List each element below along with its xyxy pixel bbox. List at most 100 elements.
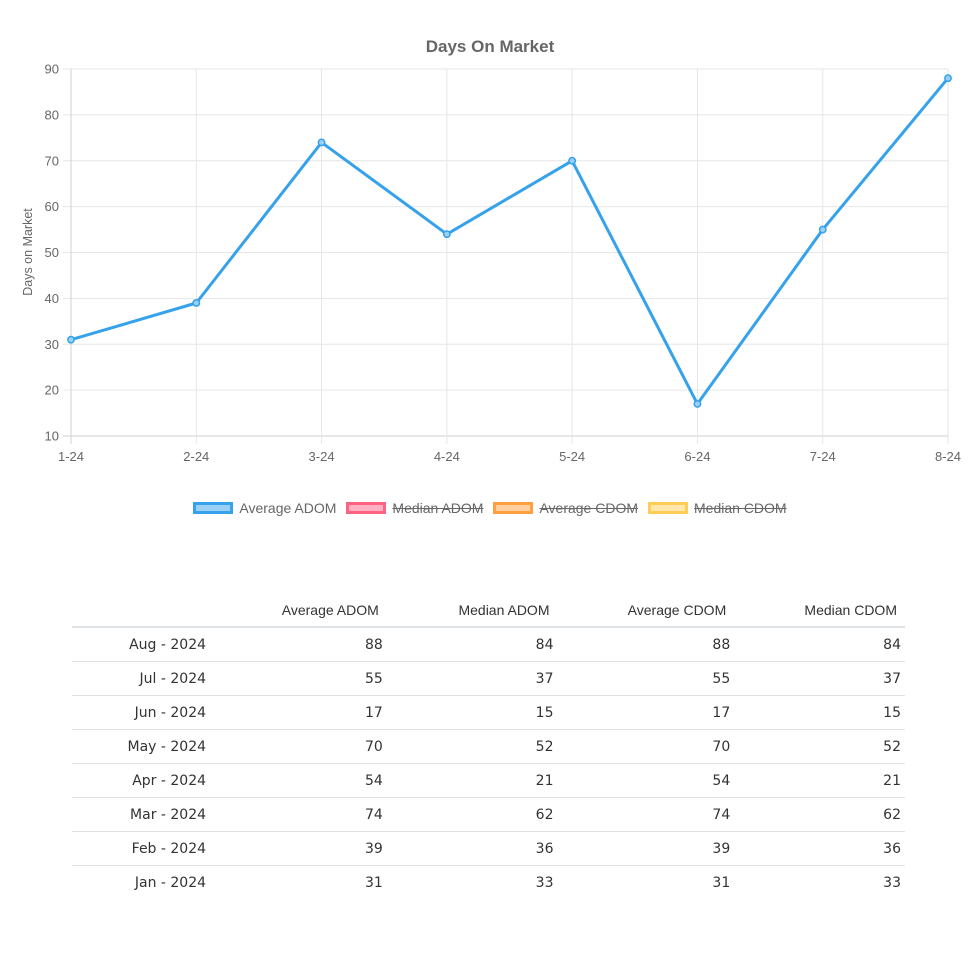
legend-label: Average ADOM [239,500,337,516]
y-tick-label: 40 [45,291,59,306]
data-point[interactable] [944,74,952,83]
table-header-median-adom[interactable]: Median ADOM [386,594,558,628]
table-row: Jan - 2024 31 33 31 33 [72,866,905,900]
x-tick-label: 6-24 [684,449,710,464]
data-table: Average ADOM Median ADOM Average CDOM Me… [72,594,905,899]
table-cell: 74 [557,797,735,832]
table-cell: 36 [386,831,558,866]
table-header-median-cdom[interactable]: Median CDOM [734,594,905,628]
y-tick-label: 30 [45,337,59,352]
table-cell-period: Feb - 2024 [72,831,211,866]
chart-legend: Average ADOM Median ADOM Average CDOM Media… [0,500,980,516]
legend-label: Median CDOM [694,500,787,516]
table-cell: 62 [386,797,558,832]
table-cell-period: Jan - 2024 [134,874,207,891]
legend-swatch [493,502,534,514]
table-cell-period: Mar - 2024 [72,797,211,832]
y-tick-label: 10 [45,429,59,444]
table-row: Jun - 2024 17 15 17 15 [72,695,905,730]
table-cell: 52 [386,729,558,764]
table-cell: 21 [734,763,905,798]
legend-label: Average CDOM [539,500,639,516]
series-line [70,77,950,406]
grid-lines [63,68,949,444]
table-cell-period: Aug - 2024 [72,627,211,662]
x-tick-label: 5-24 [559,449,585,464]
table-cell: 33 [883,874,901,891]
table-cell: 17 [210,695,387,730]
x-axis-ticks: 1-24 2-24 3-24 4-24 5-24 6-24 7-24 8-24 [58,449,961,464]
legend-item[interactable]: Median CDOM [648,500,787,516]
table-cell: 52 [734,729,905,764]
table-cell: 37 [734,661,905,696]
x-tick-label: 3-24 [309,449,335,464]
table-cell: 37 [386,661,558,696]
table-row: May - 2024 70 52 70 52 [72,729,905,764]
table-row: Apr - 2024 54 21 54 21 [72,763,905,798]
days-on-market-chart: Days On Market Days on Market 10 20 30 40 50… [21,37,961,464]
y-tick-label: 80 [45,107,59,122]
data-point[interactable] [67,335,75,344]
legend-swatch [346,502,387,514]
table-cell: 88 [210,627,387,662]
table-row: Aug - 2024 88 84 88 84 [72,627,905,662]
table-row: Feb - 2024 39 36 39 36 [72,831,905,866]
table-cell-period: Jul - 2024 [72,661,211,696]
y-axis-ticks: 10 20 30 40 50 60 70 80 90 [45,62,59,444]
x-tick-label: 2-24 [183,449,209,464]
table-cell-period: Apr - 2024 [72,763,211,798]
table-header-average-adom[interactable]: Average ADOM [210,594,387,628]
table-cell: 54 [210,763,387,798]
table-cell-period: May - 2024 [72,729,211,764]
table-cell: 39 [557,831,735,866]
y-tick-label: 50 [45,245,59,260]
table-cell: 15 [386,695,558,730]
x-tick-label: 7-24 [810,449,836,464]
table-row: Mar - 2024 74 62 74 62 [72,797,905,832]
x-tick-label: 4-24 [434,449,460,464]
table-cell: 70 [210,729,387,764]
table-cell: 70 [557,729,735,764]
table-cell: 31 [712,874,731,891]
y-tick-label: 60 [45,199,59,214]
data-point[interactable] [568,156,577,165]
data-point[interactable] [693,399,702,408]
data-point[interactable] [818,225,827,234]
legend-item[interactable]: Average CDOM [493,500,638,516]
legend-swatch [648,502,689,514]
y-tick-label: 70 [45,153,59,168]
table-header-period [72,594,211,628]
table-row: Jul - 2024 55 37 55 37 [72,661,905,696]
y-axis-label: Days on Market [21,208,35,296]
table-cell: 55 [210,661,387,696]
table-cell-period: Jun - 2024 [72,695,211,730]
table-cell: 39 [210,831,387,866]
data-point[interactable] [317,138,326,147]
data-point[interactable] [192,299,201,307]
table-cell: 54 [557,763,735,798]
table-cell: 36 [734,831,905,866]
table-cell: 84 [734,627,905,662]
table-header-row: Average ADOM Median ADOM Average CDOM Me… [72,594,905,628]
legend-label: Median ADOM [392,500,484,516]
table-cell: 88 [557,627,735,662]
legend-item[interactable]: Average ADOM [193,500,336,516]
table-cell: 15 [734,695,905,730]
table-cell: 21 [386,763,558,798]
table-cell: 33 [535,874,554,891]
x-tick-label: 1-24 [58,449,84,464]
table-cell: 55 [557,661,735,696]
data-point[interactable] [442,230,451,239]
y-tick-label: 90 [45,62,59,77]
table-cell: 74 [210,797,387,832]
legend-item[interactable]: Median ADOM [346,500,483,516]
legend-swatch [193,502,234,514]
table-header-average-cdom[interactable]: Average CDOM [557,594,735,628]
table-cell: 17 [557,695,735,730]
table-cell: 31 [364,874,383,891]
x-tick-label: 8-24 [935,449,961,464]
chart-title: Days On Market [426,37,555,56]
table-cell: 62 [734,797,905,832]
y-tick-label: 20 [45,383,59,398]
table-cell: 84 [386,627,558,662]
